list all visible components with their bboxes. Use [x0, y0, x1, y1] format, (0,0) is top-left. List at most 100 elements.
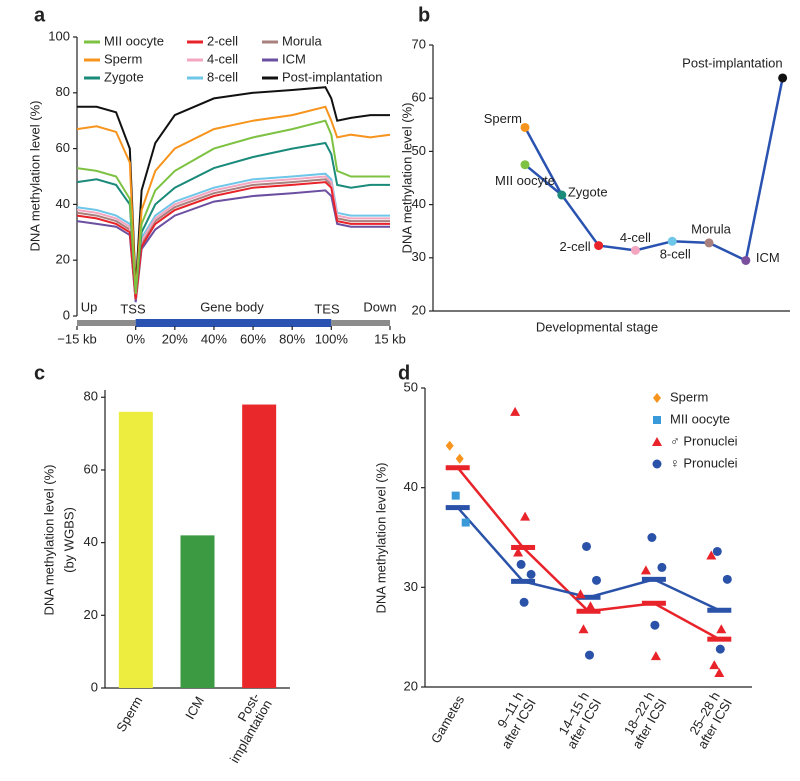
bar [242, 404, 277, 688]
flank-bar [331, 320, 390, 326]
data-point [516, 559, 526, 569]
data-point [582, 541, 591, 551]
bar [180, 535, 215, 688]
annotation: Gene body [200, 299, 264, 314]
data-point [510, 406, 521, 416]
data-point [650, 651, 661, 661]
data-point [513, 547, 524, 557]
data-point [709, 660, 720, 670]
stage-point [520, 160, 530, 170]
legend-label: MII oocyte [104, 33, 164, 48]
data-point [461, 518, 470, 527]
mean-bar [511, 544, 536, 550]
data-point [714, 668, 725, 678]
mean-bar [641, 576, 666, 582]
legend-label: Zygote [104, 69, 144, 84]
x-tick-label: 40% [201, 331, 227, 346]
data-point [455, 453, 464, 464]
data-point [519, 597, 529, 607]
y-axis-label: DNA methylation level (%) [27, 101, 42, 252]
legend-marker [653, 393, 661, 403]
y-tick-label: 40 [56, 196, 70, 211]
mean-bar [707, 607, 732, 613]
connector [523, 126, 563, 196]
data-point [526, 569, 536, 579]
mean-bar [641, 600, 666, 606]
y-tick-label: 40 [412, 196, 426, 211]
y-tick-label: 80 [56, 84, 70, 99]
legend-label: Sperm [670, 389, 708, 404]
data-point [647, 533, 657, 542]
point-label: 4-cell [620, 230, 651, 245]
legend-marker [653, 416, 661, 424]
mean-bar [576, 594, 601, 600]
bar [118, 411, 153, 688]
annotation: Up [81, 299, 98, 314]
mean-bar [707, 636, 732, 642]
stage-point [594, 241, 604, 251]
x-tick-label: Gametes [428, 692, 468, 746]
x-tick-label: 15 kb [374, 331, 406, 346]
profile-line [76, 141, 390, 294]
data-point [578, 624, 589, 634]
panel-label: b [418, 4, 430, 26]
annotation: TSS [120, 301, 146, 316]
y-axis-label: DNA methylation level (%) [399, 103, 414, 254]
point-label: Sperm [484, 111, 522, 126]
data-point [712, 546, 722, 556]
connector [560, 194, 600, 247]
data-point [706, 550, 717, 560]
profile-line [76, 105, 391, 294]
x-tick-label: 0% [126, 331, 145, 346]
data-point [722, 574, 732, 584]
point-label: 8-cell [660, 247, 691, 262]
data-point [640, 565, 651, 575]
legend-label: ♂ Pronuclei [670, 433, 738, 448]
legend-label: 8-cell [207, 69, 238, 84]
legend-label: ICM [282, 51, 306, 66]
annotation: Down [363, 299, 396, 314]
legend-marker [652, 437, 662, 446]
connector [672, 240, 710, 245]
connector [598, 244, 636, 252]
y-tick-label: 30 [404, 579, 418, 594]
data-point [657, 562, 667, 572]
stage-point [667, 236, 677, 246]
y-tick-label: 20 [412, 302, 426, 317]
data-point [585, 650, 594, 660]
stage-point [520, 122, 530, 132]
mean-bar [445, 505, 470, 511]
legend-label: Sperm [104, 51, 142, 66]
y-tick-label: 20 [84, 607, 98, 622]
y-tick-label: 70 [412, 36, 426, 51]
data-point [715, 644, 725, 654]
legend-label: 2-cell [207, 33, 238, 48]
legend-label: Morula [282, 33, 323, 48]
connector [708, 241, 747, 262]
y-tick-label: 0 [63, 307, 70, 322]
point-label: MII oocyte [495, 173, 555, 188]
point-label: Zygote [568, 184, 608, 199]
data-point [716, 624, 727, 634]
data-point [575, 589, 586, 599]
data-point [592, 575, 601, 585]
legend-label: Post-implantation [282, 69, 382, 84]
x-tick-label: 60% [240, 331, 266, 346]
y-tick-label: 40 [404, 479, 418, 494]
connector [635, 240, 673, 252]
data-point [520, 511, 531, 521]
profile-line [77, 86, 390, 289]
profile-line [76, 178, 390, 300]
profile-line [76, 172, 390, 297]
stage-point [778, 73, 788, 83]
y-tick-label: 40 [84, 534, 98, 549]
y-tick-label: 60 [84, 461, 98, 476]
profile-line [76, 189, 390, 303]
y-tick-label: 80 [84, 389, 98, 404]
legend-label: ♀ Pronuclei [670, 455, 738, 470]
panel-label: a [34, 4, 46, 26]
profile-line [76, 175, 390, 300]
gene-body-bar [135, 319, 332, 327]
x-tick-label: Sperm [113, 694, 145, 735]
